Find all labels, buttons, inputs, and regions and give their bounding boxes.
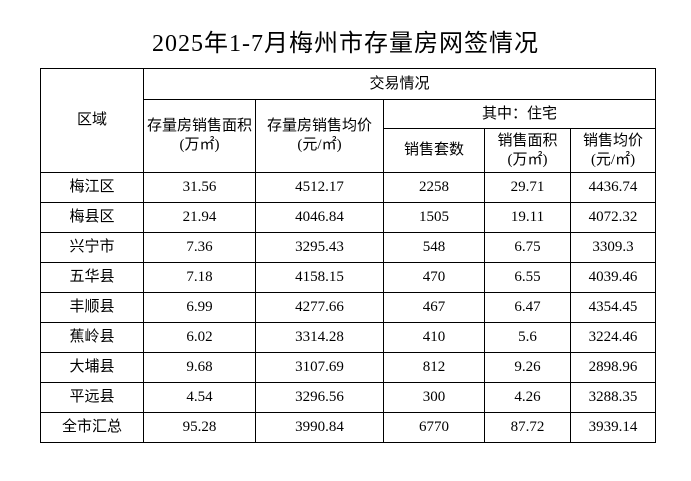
region-cell: 大埔县 — [40, 352, 144, 383]
res-avg-price-cell: 4072.32 — [569, 202, 657, 233]
table-body: 梅江区 31.56 4512.17 2258 29.71 4436.74 梅县区 21.94 4… — [40, 172, 657, 443]
stock-avg-price-cell: 3314.28 — [255, 322, 384, 353]
stock-avg-price-cell: 3107.69 — [255, 352, 384, 383]
stock-sales-area-cell: 21.94 — [143, 202, 256, 233]
res-avg-price-cell: 3309.3 — [569, 232, 657, 263]
region-cell: 全市汇总 — [40, 412, 144, 443]
region-cell: 平远县 — [40, 382, 144, 413]
stock-sales-area-cell: 6.99 — [143, 292, 256, 323]
res-sales-area-cell: 6.55 — [484, 262, 571, 293]
stock-sales-area-cell: 6.02 — [143, 322, 256, 353]
table-row: 五华县 7.18 4158.15 470 6.55 4039.46 — [40, 262, 657, 293]
region-cell: 五华县 — [40, 262, 144, 293]
units-sold-cell: 467 — [383, 292, 485, 323]
region-cell: 梅江区 — [40, 172, 144, 203]
units-sold-cell: 410 — [383, 322, 485, 353]
res-sales-area-cell: 29.71 — [484, 172, 571, 203]
units-sold-cell: 300 — [383, 382, 485, 413]
res-sales-area-cell: 5.6 — [484, 322, 571, 353]
res-sales-area-cell: 19.11 — [484, 202, 571, 233]
housing-stats-table: 区域 交易情况 存量房销售面积(万㎡) 存量房销售均价(元/㎡) 其中：住宅 销… — [40, 68, 657, 443]
units-sold-cell: 812 — [383, 352, 485, 383]
stock-avg-price-cell: 4512.17 — [255, 172, 384, 203]
stock-sales-area-cell: 7.36 — [143, 232, 256, 263]
res-sales-area-cell: 87.72 — [484, 412, 571, 443]
header-transaction-group: 交易情况 — [142, 68, 657, 100]
units-sold-cell: 1505 — [383, 202, 485, 233]
res-sales-area-cell: 9.26 — [484, 352, 571, 383]
units-sold-cell: 6770 — [383, 412, 485, 443]
header-region: 区域 — [40, 68, 144, 173]
units-sold-cell: 470 — [383, 262, 485, 293]
header-stock-avg-price: 存量房销售均价(元/㎡) — [255, 99, 384, 173]
stock-avg-price-cell: 4277.66 — [255, 292, 384, 323]
table-row: 兴宁市 7.36 3295.43 548 6.75 3309.3 — [40, 232, 657, 263]
table-row: 丰顺县 6.99 4277.66 467 6.47 4354.45 — [40, 292, 657, 323]
region-cell: 蕉岭县 — [40, 322, 144, 353]
header-stock-sales-area: 存量房销售面积(万㎡) — [143, 99, 256, 173]
units-sold-cell: 548 — [383, 232, 485, 263]
stock-sales-area-cell: 9.68 — [143, 352, 256, 383]
stock-avg-price-cell: 3295.43 — [255, 232, 384, 263]
res-avg-price-cell: 3288.35 — [569, 382, 657, 413]
page-title: 2025年1-7月梅州市存量房网签情况 — [152, 31, 539, 57]
region-cell: 梅县区 — [40, 202, 144, 233]
header-units-sold: 销售套数 — [383, 128, 485, 173]
res-sales-area-cell: 6.75 — [484, 232, 571, 263]
res-sales-area-cell: 4.26 — [484, 382, 571, 413]
table-row: 平远县 4.54 3296.56 300 4.26 3288.35 — [40, 382, 657, 413]
stock-sales-area-cell: 95.28 — [143, 412, 256, 443]
header-res-avg-price: 销售均价(元/㎡) — [569, 128, 657, 173]
table-row: 大埔县 9.68 3107.69 812 9.26 2898.96 — [40, 352, 657, 383]
res-sales-area-cell: 6.47 — [484, 292, 571, 323]
stock-sales-area-cell: 4.54 — [143, 382, 256, 413]
table-row: 全市汇总 95.28 3990.84 6770 87.72 3939.14 — [40, 412, 657, 443]
units-sold-cell: 2258 — [383, 172, 485, 203]
stock-sales-area-cell: 31.56 — [143, 172, 256, 203]
res-avg-price-cell: 4354.45 — [569, 292, 657, 323]
table-row: 蕉岭县 6.02 3314.28 410 5.6 3224.46 — [40, 322, 657, 353]
res-avg-price-cell: 2898.96 — [569, 352, 657, 383]
res-avg-price-cell: 3224.46 — [569, 322, 657, 353]
stock-avg-price-cell: 4046.84 — [255, 202, 384, 233]
stock-avg-price-cell: 3990.84 — [255, 412, 384, 443]
table-row: 梅江区 31.56 4512.17 2258 29.71 4436.74 — [40, 172, 657, 203]
res-avg-price-cell: 4039.46 — [569, 262, 657, 293]
table-row: 梅县区 21.94 4046.84 1505 19.11 4072.32 — [40, 202, 657, 233]
res-avg-price-cell: 4436.74 — [569, 172, 657, 203]
stock-sales-area-cell: 7.18 — [143, 262, 256, 293]
table-header: 区域 交易情况 存量房销售面积(万㎡) 存量房销售均价(元/㎡) 其中：住宅 销… — [40, 68, 657, 173]
header-res-sales-area: 销售面积(万㎡) — [484, 128, 571, 173]
header-residential-group: 其中：住宅 — [382, 99, 657, 129]
region-cell: 丰顺县 — [40, 292, 144, 323]
region-cell: 兴宁市 — [40, 232, 144, 263]
res-avg-price-cell: 3939.14 — [569, 412, 657, 443]
stock-avg-price-cell: 4158.15 — [255, 262, 384, 293]
stock-avg-price-cell: 3296.56 — [255, 382, 384, 413]
